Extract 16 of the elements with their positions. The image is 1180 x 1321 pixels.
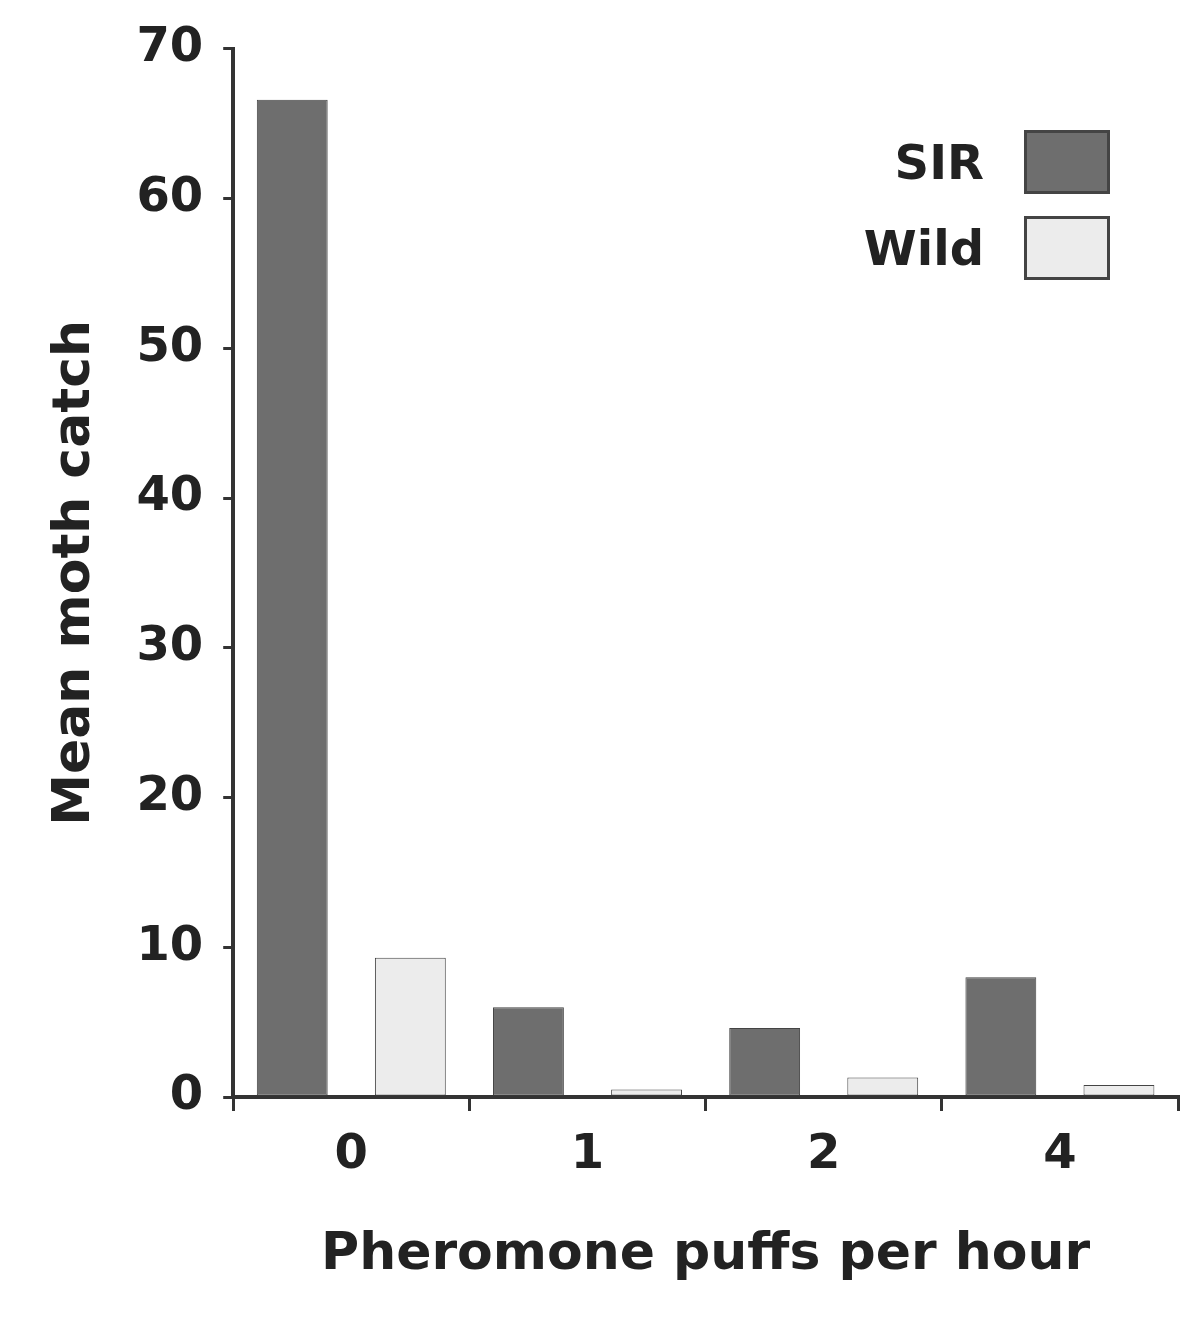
y-tick-label: 10 xyxy=(136,914,204,971)
y-axis-title: Mean moth catch xyxy=(40,320,101,826)
y-tick-label: 60 xyxy=(136,166,204,223)
x-tick-label: 2 xyxy=(807,1123,841,1180)
x-tick-label: 1 xyxy=(570,1123,605,1180)
y-tick-label: 50 xyxy=(136,315,204,372)
legend-label: Wild xyxy=(863,220,984,276)
y-tick-label: 0 xyxy=(169,1064,204,1121)
y-tick-label: 30 xyxy=(136,615,204,672)
y-tick-label: 40 xyxy=(136,465,204,522)
x-tick-label: 0 xyxy=(334,1123,368,1180)
y-tick-label: 70 xyxy=(136,16,204,73)
x-axis-title: Pheromone puffs per hour xyxy=(321,1221,1091,1282)
x-tick-label: 4 xyxy=(1043,1123,1077,1180)
legend-label: SIR xyxy=(894,134,984,190)
y-tick-label: 20 xyxy=(136,764,204,821)
